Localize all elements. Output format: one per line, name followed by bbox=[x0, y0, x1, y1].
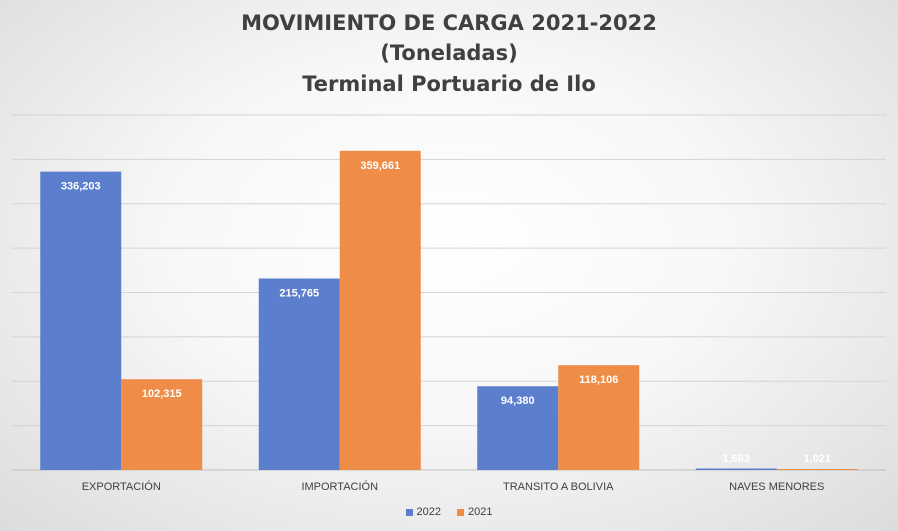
legend: 2022 2021 bbox=[0, 506, 898, 518]
data-label-2022: 1,683 bbox=[722, 453, 750, 465]
bar-2021 bbox=[558, 365, 640, 470]
legend-swatch-2021 bbox=[457, 508, 464, 516]
x-tick-label: TRANSITO A BOLIVIA bbox=[503, 481, 614, 493]
legend-label-2022: 2022 bbox=[416, 506, 441, 518]
data-label-2022: 336,203 bbox=[61, 181, 101, 193]
data-label-2021: 359,661 bbox=[360, 160, 400, 172]
legend-label-2021: 2021 bbox=[468, 506, 493, 518]
legend-swatch-2022 bbox=[405, 508, 413, 516]
data-label-2021: 1,021 bbox=[803, 453, 831, 465]
bar-2021 bbox=[121, 379, 203, 470]
data-label-2022: 94,380 bbox=[501, 395, 535, 407]
x-tick-label: NAVES MENORES bbox=[729, 481, 824, 493]
x-tick-label: IMPORTACIÓN bbox=[301, 480, 378, 493]
legend-item-2021: 2021 bbox=[457, 506, 492, 518]
chart-subtitle-terminal: Terminal Portuario de Ilo bbox=[302, 72, 596, 96]
bar-2021 bbox=[776, 469, 858, 470]
bar-2021 bbox=[339, 150, 421, 471]
x-tick-label: EXPORTACIÓN bbox=[82, 480, 161, 493]
bar-2022 bbox=[40, 171, 122, 470]
data-label-2021: 102,315 bbox=[142, 388, 182, 400]
data-label-2022: 215,765 bbox=[279, 288, 319, 300]
bar-2022 bbox=[258, 278, 340, 470]
chart-title: MOVIMIENTO DE CARGA 2021-2022 bbox=[241, 11, 657, 35]
legend-item-2022: 2022 bbox=[405, 506, 441, 518]
bar-2022 bbox=[695, 468, 777, 470]
data-label-2021: 118,106 bbox=[579, 374, 618, 386]
chart-subtitle: (Toneladas) bbox=[380, 41, 518, 65]
bar-2022 bbox=[477, 386, 559, 470]
